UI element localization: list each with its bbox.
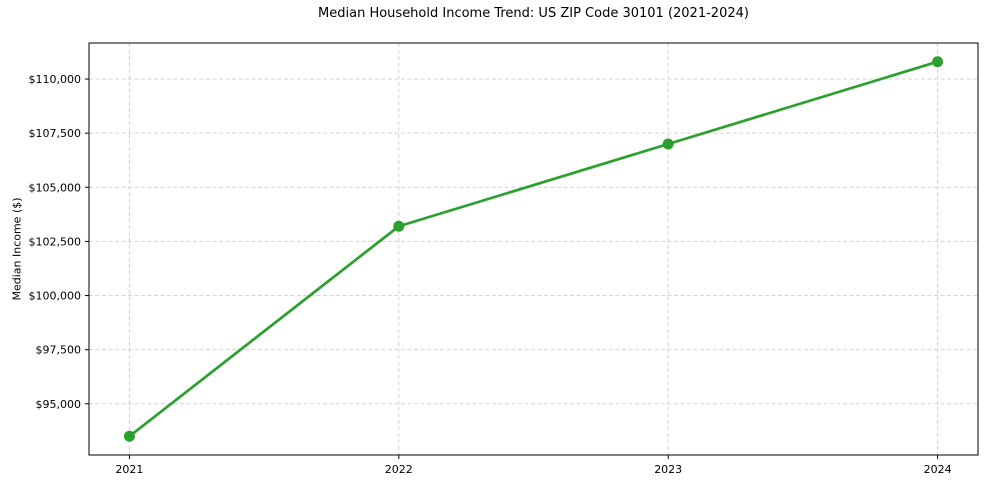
x-tick-label: 2021 xyxy=(115,463,143,476)
data-point xyxy=(932,56,944,68)
y-tick-label: $107,500 xyxy=(29,127,82,140)
chart-title: Median Household Income Trend: US ZIP Co… xyxy=(318,6,749,21)
y-tick-label: $97,500 xyxy=(36,344,82,357)
x-tick-label: 2023 xyxy=(654,463,682,476)
plot-frame xyxy=(88,42,979,456)
y-tick-label: $100,000 xyxy=(29,290,82,303)
trend-line xyxy=(128,60,939,438)
y-tick-label: $102,500 xyxy=(29,235,82,248)
y-tick-label: $105,000 xyxy=(29,181,82,194)
y-tick-label: $110,000 xyxy=(29,73,82,86)
x-tick-label: 2022 xyxy=(385,463,413,476)
data-point xyxy=(662,138,674,150)
data-point xyxy=(123,430,135,442)
x-tick-label: 2024 xyxy=(924,463,952,476)
y-tick-label: $95,000 xyxy=(36,398,82,411)
data-point xyxy=(393,220,405,232)
